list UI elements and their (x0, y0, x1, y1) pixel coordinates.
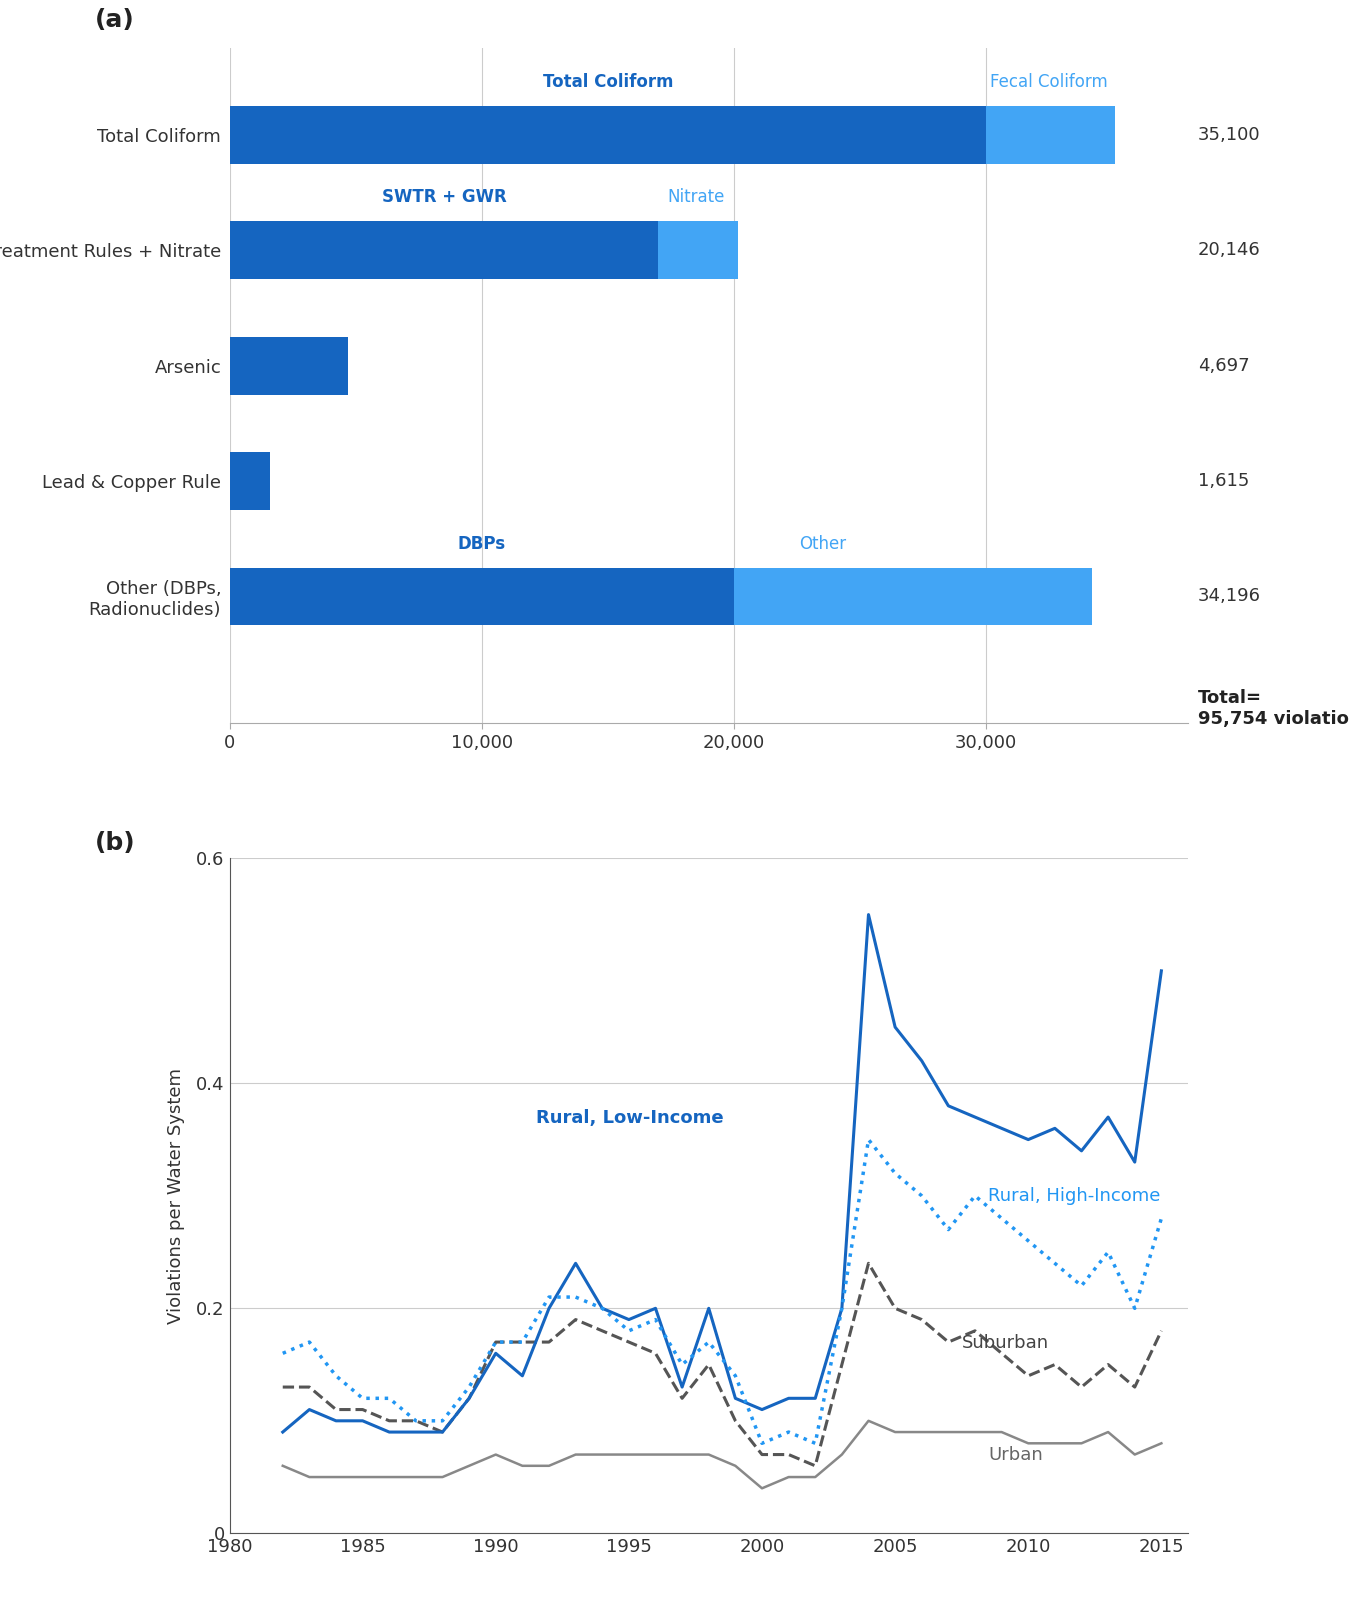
Text: 20,146: 20,146 (1197, 242, 1261, 260)
Text: Suburban: Suburban (961, 1333, 1049, 1351)
Text: 34,196: 34,196 (1197, 587, 1261, 605)
Text: Total Coliform: Total Coliform (543, 73, 674, 90)
Text: Fecal Coliform: Fecal Coliform (991, 73, 1108, 90)
Text: (a): (a) (96, 8, 135, 32)
Text: 35,100: 35,100 (1197, 126, 1260, 144)
Bar (987, 107, 1115, 163)
Bar (230, 107, 987, 163)
Y-axis label: Violations per Water System: Violations per Water System (167, 1068, 185, 1323)
Text: 4,697: 4,697 (1197, 357, 1249, 374)
Text: Rural, Low-Income: Rural, Low-Income (536, 1109, 724, 1127)
Text: SWTR + GWR: SWTR + GWR (382, 189, 506, 207)
Text: DBPs: DBPs (458, 534, 506, 552)
Text: Nitrate: Nitrate (667, 189, 725, 207)
Bar (230, 221, 659, 279)
Text: Urban: Urban (988, 1446, 1044, 1464)
Bar (230, 568, 734, 625)
Bar (230, 337, 348, 394)
Text: 1,615: 1,615 (1197, 471, 1249, 491)
Text: Rural, High-Income: Rural, High-Income (988, 1188, 1161, 1206)
Text: Total=
95,754 violations: Total= 95,754 violations (1197, 689, 1350, 728)
Bar (659, 221, 737, 279)
Bar (230, 452, 270, 510)
Text: Other: Other (799, 534, 846, 552)
Bar (734, 568, 1092, 625)
Text: (b): (b) (96, 831, 136, 855)
